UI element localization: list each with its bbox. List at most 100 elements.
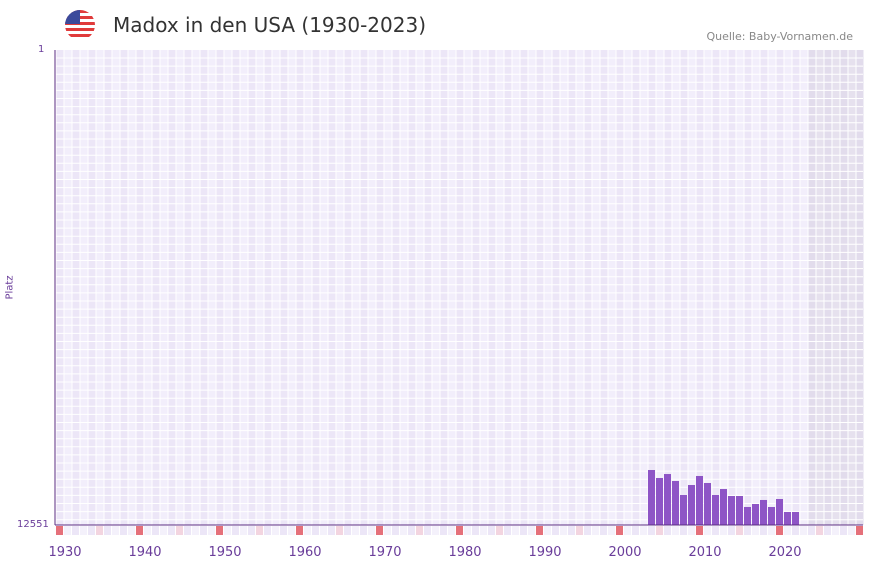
year-marker <box>272 526 279 535</box>
usa-flag-icon <box>65 10 95 40</box>
plot-column <box>712 50 720 525</box>
plot-column <box>688 50 696 525</box>
bar-2009 <box>696 475 703 525</box>
bar-2007 <box>680 494 687 525</box>
x-tick-label: 2020 <box>768 545 801 560</box>
plot-column <box>664 50 672 525</box>
year-marker <box>584 526 591 535</box>
year-marker <box>600 526 607 535</box>
plot-column <box>704 50 712 525</box>
year-marker <box>776 526 783 535</box>
plot-column <box>136 50 144 525</box>
plot-column <box>784 50 792 525</box>
plot-column <box>96 50 104 525</box>
year-marker <box>440 526 447 535</box>
year-marker <box>432 526 439 535</box>
plot-column <box>200 50 208 525</box>
plot-column <box>392 50 400 525</box>
bar-2011 <box>712 494 719 525</box>
x-tick-label: 1950 <box>208 545 241 560</box>
plot-column <box>376 50 384 525</box>
year-marker <box>496 526 503 535</box>
plot-column <box>480 50 488 525</box>
plot-column <box>744 50 752 525</box>
year-marker <box>784 526 791 535</box>
plot-column <box>56 50 64 525</box>
bar-2014 <box>736 496 743 525</box>
year-marker <box>80 526 87 535</box>
x-tick-label: 2010 <box>688 545 721 560</box>
year-marker <box>160 526 167 535</box>
plot-column <box>736 50 744 525</box>
year-marker <box>736 526 743 535</box>
plot-column <box>416 50 424 525</box>
year-marker <box>352 526 359 535</box>
plot-column <box>360 50 368 525</box>
year-marker <box>512 526 519 535</box>
year-marker <box>768 526 775 535</box>
year-marker <box>208 526 215 535</box>
bar-2016 <box>752 503 759 525</box>
plot-column <box>168 50 176 525</box>
year-marker <box>136 526 143 535</box>
bar-2005 <box>664 474 671 525</box>
bar-2019 <box>776 498 783 525</box>
bar-2004 <box>656 477 663 525</box>
plot-column <box>352 50 360 525</box>
year-marker <box>760 526 767 535</box>
year-marker <box>280 526 287 535</box>
plot-column <box>176 50 184 525</box>
year-marker <box>544 526 551 535</box>
year-marker <box>648 526 655 535</box>
plot-column <box>640 50 648 525</box>
year-marker <box>128 526 135 535</box>
plot-column <box>240 50 248 525</box>
x-tick-label: 1980 <box>448 545 481 560</box>
year-marker <box>624 526 631 535</box>
year-marker <box>464 526 471 535</box>
plot-column <box>256 50 264 525</box>
plot-column <box>328 50 336 525</box>
year-marker <box>488 526 495 535</box>
year-marker <box>832 526 839 535</box>
plot-column <box>728 50 736 525</box>
year-marker <box>680 526 687 535</box>
year-marker <box>264 526 271 535</box>
year-marker <box>392 526 399 535</box>
year-marker <box>312 526 319 535</box>
year-marker <box>808 526 815 535</box>
plot-column <box>584 50 592 525</box>
year-marker <box>664 526 671 535</box>
plot-column <box>840 50 848 525</box>
year-marker <box>256 526 263 535</box>
plot-column <box>312 50 320 525</box>
plot-column <box>128 50 136 525</box>
plot-column <box>800 50 808 525</box>
plot-column <box>296 50 304 525</box>
year-marker <box>448 526 455 535</box>
bar-2008 <box>688 484 695 525</box>
bar-2010 <box>704 482 711 525</box>
plot-column <box>400 50 408 525</box>
plot-column <box>792 50 800 525</box>
year-marker <box>840 526 847 535</box>
plot-column <box>280 50 288 525</box>
plot-column <box>320 50 328 525</box>
year-marker <box>368 526 375 535</box>
y-bottom-label: 12551 <box>17 519 49 530</box>
year-marker <box>88 526 95 535</box>
year-marker <box>752 526 759 535</box>
year-marker <box>712 526 719 535</box>
plot-column <box>520 50 528 525</box>
year-marker <box>336 526 343 535</box>
plot-column <box>88 50 96 525</box>
year-marker <box>376 526 383 535</box>
year-marker <box>248 526 255 535</box>
plot-column <box>752 50 760 525</box>
plot-column <box>696 50 704 525</box>
plot-column <box>488 50 496 525</box>
plot-column <box>432 50 440 525</box>
plot-column <box>720 50 728 525</box>
year-marker <box>360 526 367 535</box>
